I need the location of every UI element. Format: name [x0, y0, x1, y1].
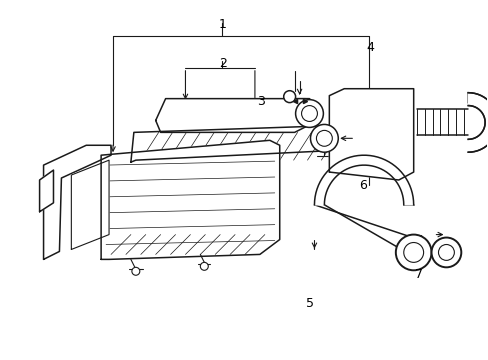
Polygon shape	[40, 170, 53, 212]
Circle shape	[316, 130, 332, 146]
Polygon shape	[468, 93, 488, 152]
Text: 6: 6	[359, 179, 366, 192]
Text: 1: 1	[218, 18, 226, 31]
Polygon shape	[71, 160, 109, 249]
Circle shape	[301, 105, 317, 121]
Text: 4: 4	[366, 41, 374, 54]
Circle shape	[200, 262, 208, 270]
Circle shape	[431, 238, 460, 267]
Polygon shape	[43, 145, 111, 260]
Polygon shape	[101, 140, 279, 260]
Circle shape	[283, 91, 295, 103]
Circle shape	[132, 267, 140, 275]
Text: 5: 5	[305, 297, 313, 310]
Circle shape	[403, 243, 423, 262]
Polygon shape	[155, 99, 314, 132]
Circle shape	[295, 100, 323, 127]
Polygon shape	[314, 155, 413, 205]
Polygon shape	[131, 125, 350, 162]
Polygon shape	[328, 89, 413, 180]
Text: 2: 2	[218, 57, 226, 71]
Text: 7: 7	[414, 268, 422, 281]
Circle shape	[438, 244, 453, 260]
Circle shape	[395, 235, 431, 270]
Text: 3: 3	[257, 95, 265, 108]
Circle shape	[310, 125, 338, 152]
